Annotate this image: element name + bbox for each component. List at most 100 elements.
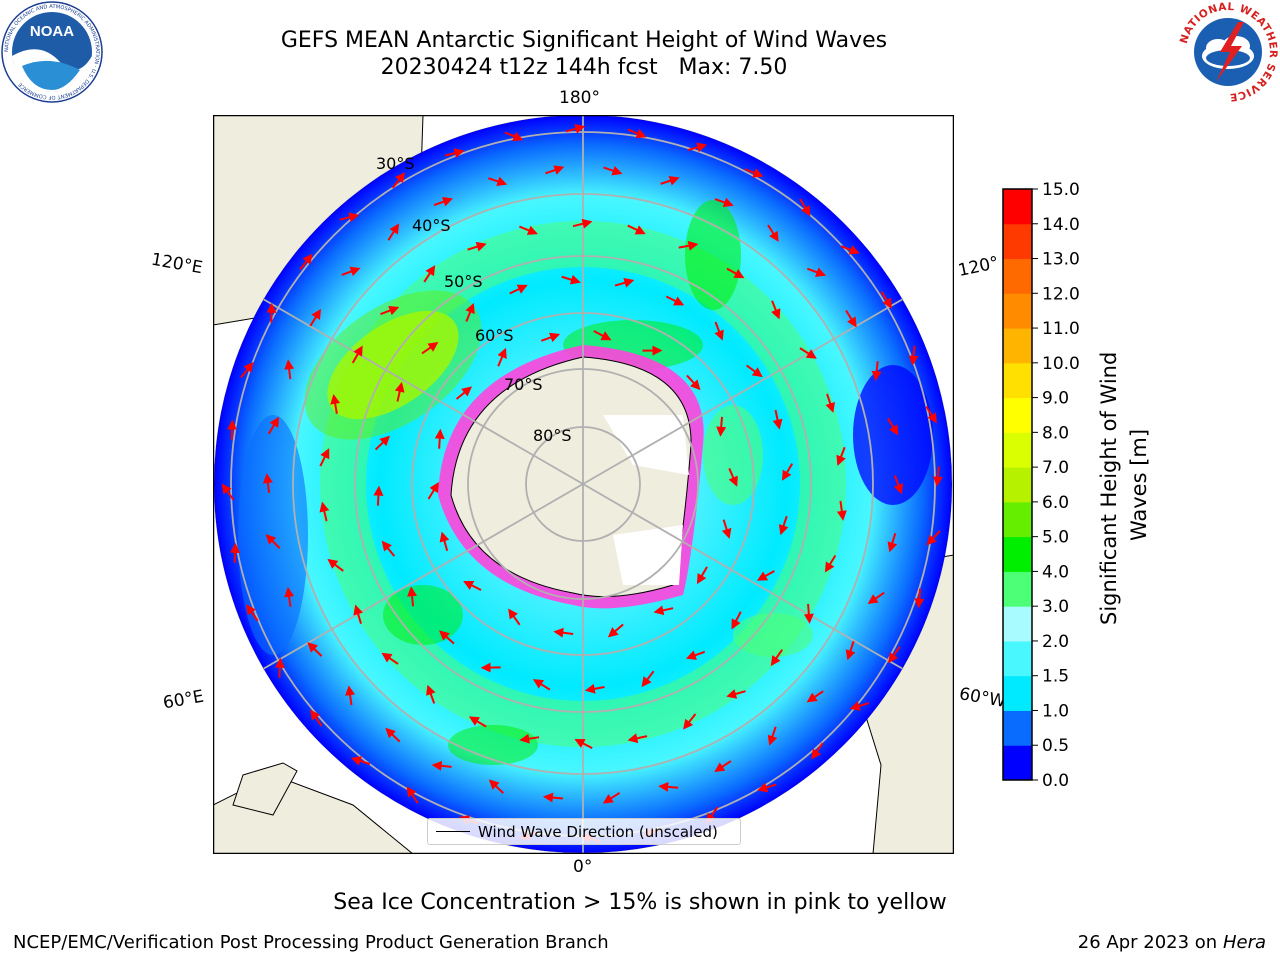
- wind-arrow: [771, 300, 781, 320]
- wind-arrow: [467, 241, 487, 252]
- wind-arrow: [385, 727, 401, 743]
- colorbar-block: [1003, 397, 1032, 433]
- wind-arrow: [721, 519, 732, 539]
- colorbar-tick-label: 9.0: [1042, 389, 1069, 409]
- wind-arrow: [488, 779, 505, 794]
- wind-arrow: [845, 309, 857, 328]
- wind-arrow: [262, 473, 273, 494]
- wind-arrow: [799, 198, 811, 217]
- wind-arrow: [572, 218, 593, 229]
- wind-arrow: [799, 347, 817, 359]
- sea-ice-note: Sea Ice Concentration > 15% is shown in …: [333, 890, 947, 915]
- wind-arrow: [407, 586, 418, 607]
- wind-arrow: [463, 581, 482, 591]
- colorbar-tick-label: 8.0: [1042, 423, 1069, 443]
- wind-arrow: [602, 791, 621, 804]
- wind-arrow: [888, 646, 901, 664]
- colorbar-block: [1003, 501, 1032, 538]
- wind-arrow: [825, 393, 835, 413]
- lon-label-180: 180°: [559, 88, 600, 108]
- legend-label: Wind Wave Direction (unscaled): [478, 822, 718, 841]
- wind-arrow: [714, 197, 734, 208]
- wind-arrow: [341, 266, 361, 277]
- colorbar-tick-label: 1.5: [1042, 667, 1069, 687]
- wind-arrow: [658, 781, 679, 792]
- colorbar-tick-label: 6.0: [1042, 493, 1069, 513]
- wind-arrow: [373, 485, 384, 506]
- wind-arrow: [350, 756, 371, 766]
- wind-arrow: [772, 409, 783, 430]
- wind-arrow: [267, 416, 280, 435]
- wind-arrow: [545, 165, 565, 175]
- lat-label-80s: 80°S: [533, 426, 572, 445]
- colorbar-block: [1003, 293, 1032, 329]
- colorbar-block: [1003, 571, 1032, 607]
- wind-arrow: [542, 792, 563, 803]
- wind-arrow: [845, 640, 856, 661]
- graticule: [230, 115, 936, 854]
- wind-arrow: [685, 650, 706, 660]
- wind-arrow: [284, 586, 295, 607]
- wind-arrow: [406, 786, 419, 804]
- wind-arrow: [781, 463, 794, 481]
- wind-arrow: [770, 649, 784, 667]
- colorbar-tick-label: 0.0: [1042, 771, 1069, 790]
- wind-arrow: [880, 291, 892, 309]
- wind-arrow: [229, 542, 240, 563]
- wind-arrow: [426, 684, 436, 704]
- wind-arrow: [421, 341, 439, 355]
- wind-arrow: [641, 670, 655, 688]
- wind-arrow: [665, 295, 685, 306]
- svg-text:Significant Height of Wind: Significant Height of Wind Waves [m]: [1097, 345, 1151, 625]
- wind-arrow: [427, 481, 439, 500]
- noaa-logo-text: NOAA: [30, 23, 74, 40]
- wind-arrow: [840, 245, 860, 255]
- colorbar-tick-label: 11.0: [1042, 319, 1080, 339]
- wind-arrow: [504, 131, 524, 141]
- noaa-logo: NOAA NATIONAL OCEANIC AND ATMOSPHERIC AD…: [1, 1, 103, 103]
- wind-arrow: [908, 345, 919, 366]
- wind-arrow: [310, 709, 323, 727]
- madagascar-land: [232, 762, 298, 816]
- colorbar-tick-label: 13.0: [1042, 250, 1080, 270]
- lat-label-60s: 60°S: [475, 326, 514, 345]
- colorbar-block: [1003, 223, 1032, 260]
- wind-arrow: [339, 212, 360, 223]
- colorbar-tick-label: 14.0: [1042, 215, 1080, 235]
- wind-arrow: [309, 308, 321, 327]
- wind-arrow: [345, 685, 356, 706]
- colorbar-ticks: 0.0 0.5 1.0 1.5 2.0 3.0 4.0 5.0 6.0 7.0 8.0 9.0 10.0…: [1032, 180, 1080, 790]
- wind-arrow: [574, 738, 593, 750]
- colorbar-block: [1003, 640, 1032, 677]
- wind-arrow: [925, 405, 937, 424]
- colorbar-label-line2: Waves [m]: [1127, 429, 1151, 541]
- wind-arrow: [778, 515, 789, 536]
- wind-arrow: [593, 330, 612, 341]
- wind-wave-legend: Wind Wave Direction (unscaled): [427, 818, 741, 845]
- wind-arrow: [327, 558, 344, 572]
- wind-arrow: [284, 359, 295, 380]
- wind-arrow: [603, 165, 623, 176]
- wind-arrow: [887, 417, 899, 436]
- wind-arrow: [319, 501, 330, 522]
- wind-arrow: [757, 782, 777, 793]
- wind-arrow: [540, 332, 561, 343]
- lat-label-50s: 50°S: [444, 272, 483, 291]
- colorbar-block: [1003, 432, 1032, 468]
- wind-arrow: [394, 381, 405, 402]
- wind-arrow: [565, 124, 586, 134]
- colorbar-block: [1003, 536, 1032, 572]
- wind-arrow: [381, 540, 396, 557]
- map-title: GEFS MEAN Antarctic Significant Height o…: [184, 27, 984, 81]
- wind-arrow: [627, 224, 646, 235]
- title-line-1: GEFS MEAN Antarctic Significant Height o…: [280, 28, 888, 53]
- wind-arrow: [561, 274, 581, 285]
- wind-arrow: [221, 483, 235, 501]
- wind-arrow: [660, 175, 680, 186]
- wind-arrow: [391, 172, 406, 189]
- wind-arrow: [387, 223, 400, 241]
- colorbar-block: [1003, 258, 1032, 294]
- wind-arrow: [274, 657, 285, 678]
- wind-arrow: [227, 419, 238, 440]
- wind-arrow: [433, 196, 453, 207]
